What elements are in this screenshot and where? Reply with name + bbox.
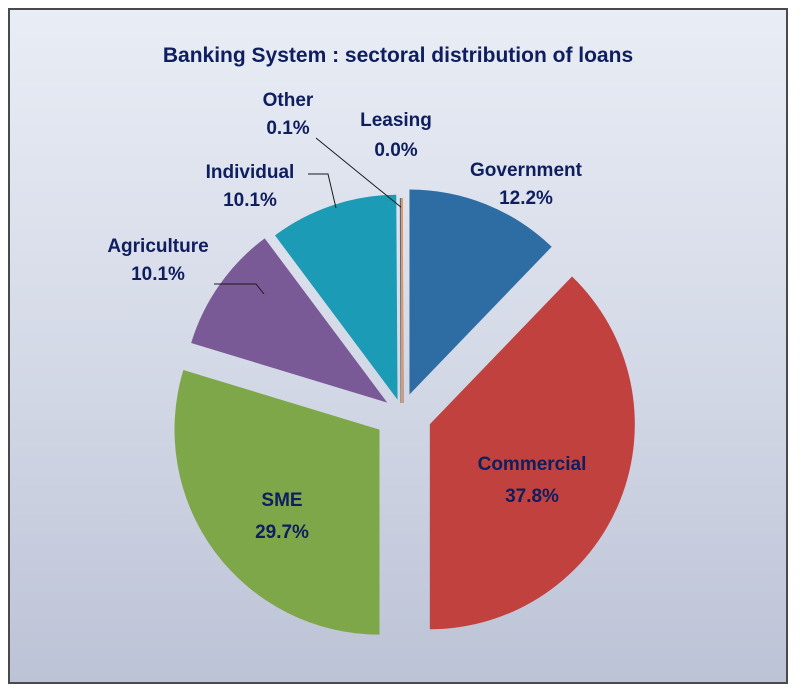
slice-percent-label-individual: 10.1% (223, 190, 277, 211)
slice-percent-label-agriculture: 10.1% (131, 264, 185, 285)
slice-percent-label-commercial: 37.8% (505, 486, 559, 507)
slice-percent-label-government: 12.2% (499, 188, 553, 209)
pie-slice-sme (174, 370, 380, 635)
slice-name-label-commercial: Commercial (478, 454, 587, 475)
leader-line-individual (308, 173, 337, 209)
leader-line-agriculture (214, 283, 265, 295)
slice-name-label-government: Government (470, 160, 583, 181)
pie-slice-individual (274, 194, 398, 400)
slice-name-label-agriculture: Agriculture (107, 236, 208, 257)
slice-name-label-other: Other (263, 90, 314, 111)
slice-name-label-individual: Individual (206, 162, 295, 183)
leader-line-other (315, 137, 403, 209)
slice-name-label-leasing: Leasing (360, 110, 432, 131)
slice-percent-label-sme: 29.7% (255, 522, 309, 543)
slice-percent-label-leasing: 0.0% (374, 140, 417, 161)
chart-title: Banking System : sectoral distribution o… (162, 44, 634, 67)
slice-percent-label-other: 0.1% (266, 118, 309, 139)
pie-slice-agriculture (191, 238, 388, 403)
chart-frame: Banking System : sectoral distribution o… (8, 8, 788, 684)
pie-chart: Government 12.2% Commercial 37.8% SME 29.7% Ag… (107, 90, 635, 635)
slice-name-label-sme: SME (261, 490, 302, 511)
pie-slice-commercial (429, 276, 635, 630)
pie-slice-government (409, 189, 552, 395)
